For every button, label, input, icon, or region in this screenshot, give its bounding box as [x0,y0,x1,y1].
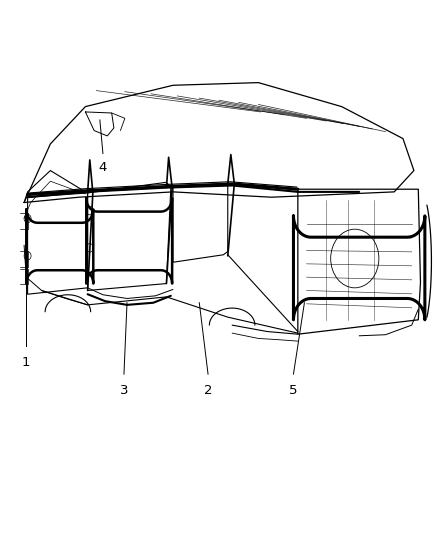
Text: 4: 4 [99,161,107,174]
Text: 2: 2 [204,384,212,397]
Text: 3: 3 [120,384,128,397]
Text: 5: 5 [289,384,298,397]
Text: 1: 1 [22,356,31,369]
